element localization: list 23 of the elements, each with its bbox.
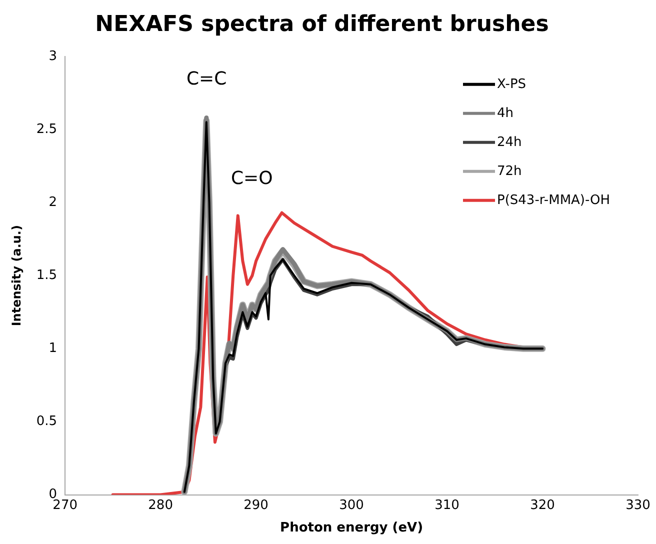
y-tick-label: 1 (48, 341, 58, 356)
x-tick-label: 290 (244, 498, 268, 513)
x-tick-label: 320 (530, 498, 555, 513)
annotation: C=C (186, 68, 227, 90)
y-axis-title: Intensity (a.u.) (9, 225, 24, 326)
y-tick-label: 2 (48, 194, 58, 210)
y-tick-label: 2.5 (36, 122, 58, 137)
legend-label: X-PS (497, 76, 526, 92)
y-tick-label: 0.5 (36, 414, 58, 430)
x-tick-label: 270 (52, 498, 78, 513)
chart-title: NEXAFS spectra of different brushes (95, 12, 549, 37)
x-tick-label: 310 (434, 498, 460, 513)
x-axis-title: Photon energy (eV) (280, 520, 424, 536)
x-tick-label: 280 (148, 498, 173, 513)
legend-label: 72h (497, 164, 522, 179)
legend-label: 4h (497, 106, 514, 121)
y-tick-label: 1.5 (36, 268, 58, 283)
annotation: C=O (230, 168, 273, 189)
legend-label: P(S43-r-MMA)-OH (497, 192, 610, 208)
x-tick-label: 330 (626, 498, 650, 513)
y-tick-label: 3 (48, 48, 58, 64)
legend-label: 24h (497, 134, 522, 150)
x-tick-label: 300 (339, 498, 364, 513)
